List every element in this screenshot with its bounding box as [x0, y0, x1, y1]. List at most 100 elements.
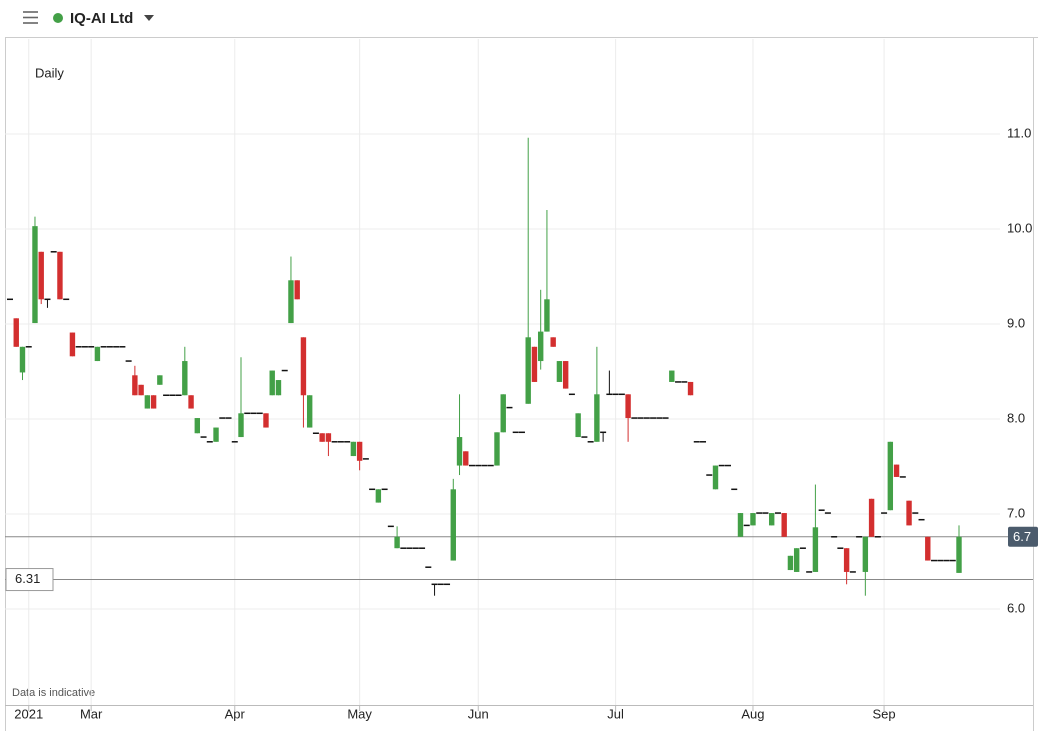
candle-body — [7, 298, 13, 301]
candle-body — [288, 280, 294, 324]
candle-body — [712, 465, 719, 490]
candle-body — [943, 559, 950, 562]
candle-body — [662, 417, 669, 419]
candle-body — [269, 370, 275, 396]
candle-body — [949, 559, 956, 562]
candle-body — [837, 547, 844, 549]
note: Data is indicative — [12, 687, 95, 699]
x-tick-label: Mar — [80, 706, 103, 721]
header-bar — [0, 0, 1038, 37]
candle-body — [806, 571, 813, 573]
candle-body — [319, 433, 325, 442]
candle-body — [381, 488, 388, 491]
candle-body — [444, 583, 451, 586]
candle-body — [100, 346, 107, 348]
candle-body — [793, 548, 800, 572]
candle-body — [774, 512, 781, 514]
grid — [5, 39, 1033, 711]
instrument-title[interactable]: IQ-AI Ltd — [70, 10, 133, 27]
candle-body — [544, 299, 550, 332]
candle-body — [762, 512, 769, 514]
candle-body — [44, 298, 51, 301]
candle-body — [25, 346, 32, 348]
candle-body — [387, 525, 394, 528]
menu-icon[interactable] — [23, 11, 38, 24]
dropdown-caret[interactable] — [144, 15, 154, 21]
candle-body — [899, 476, 906, 478]
candle-body — [13, 318, 19, 347]
candle-body — [550, 337, 556, 347]
candle-body — [756, 512, 763, 514]
candle-body — [600, 431, 607, 434]
candle-body — [475, 464, 482, 467]
candle-body — [244, 412, 251, 415]
candle-body — [656, 417, 663, 419]
candle-body — [856, 536, 863, 538]
candle-body — [618, 393, 625, 396]
candle-body — [19, 346, 26, 373]
x-tick-label: Jul — [607, 706, 624, 721]
candle-body — [737, 513, 744, 537]
candle-body — [238, 413, 244, 438]
candle-body — [281, 369, 288, 372]
candle-body — [306, 395, 313, 428]
candle-body — [531, 346, 538, 382]
candle-body — [575, 413, 581, 438]
candle-body — [812, 527, 819, 572]
x-tick-label: 2021 — [14, 706, 43, 721]
candle-body — [38, 251, 44, 300]
x-tick-label: Aug — [741, 706, 764, 721]
x-tick-label: Jun — [468, 706, 489, 721]
candle-body — [525, 337, 531, 404]
candle-body — [906, 500, 912, 526]
candle-body — [412, 547, 419, 549]
candle-body — [893, 464, 900, 477]
candle-body — [556, 361, 563, 382]
price-tag-label: 6.31 — [15, 571, 40, 586]
candle-body — [182, 361, 188, 396]
candle-body — [225, 417, 232, 419]
candle-body — [918, 518, 925, 521]
price-tag — [1008, 526, 1038, 547]
candle-body — [456, 437, 463, 466]
candle-body — [119, 346, 126, 348]
candle-body — [94, 346, 101, 362]
candle-body — [300, 337, 307, 396]
candle-body — [362, 458, 369, 460]
candle-body — [325, 433, 332, 442]
candle-body — [88, 346, 95, 348]
candle-body — [113, 346, 120, 348]
candle-body — [400, 547, 407, 549]
y-tick-label: 10.0 — [1007, 220, 1032, 235]
candle-body — [369, 488, 376, 491]
x-tick-label: May — [347, 706, 372, 721]
candle-body — [718, 464, 725, 467]
candle-body — [144, 395, 151, 409]
candle-body — [213, 427, 219, 442]
candles — [7, 137, 962, 596]
candle-body — [194, 418, 201, 434]
candle-body — [512, 431, 519, 434]
candle-body — [937, 559, 944, 562]
candle-body — [231, 441, 238, 443]
status-dot — [53, 13, 63, 23]
y-tick-label: 8.0 — [1007, 410, 1025, 425]
y-tick-label: 9.0 — [1007, 315, 1025, 330]
candle-body — [50, 251, 57, 253]
candle-body — [643, 417, 650, 419]
candle-body — [463, 451, 469, 466]
candle-body — [425, 566, 432, 568]
candle-body — [500, 394, 506, 433]
candle-body — [350, 441, 357, 457]
candle-body — [518, 431, 525, 434]
candle-body — [562, 361, 569, 389]
candle-body — [824, 512, 831, 514]
candle-body — [175, 394, 182, 396]
candle-body — [69, 332, 76, 357]
candle-body — [75, 346, 82, 348]
candle-body — [469, 464, 476, 467]
candle-body — [731, 488, 738, 491]
candle-body — [781, 513, 787, 537]
candle-body — [81, 346, 88, 348]
